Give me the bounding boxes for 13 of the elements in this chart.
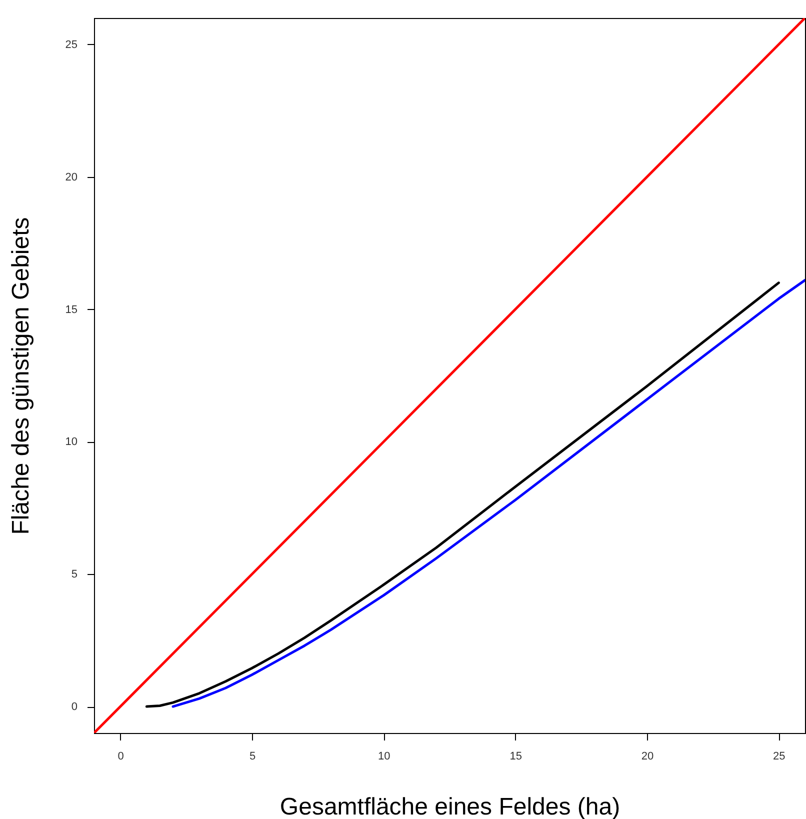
x-tick-label: 10 — [378, 750, 390, 762]
y-tick-label: 5 — [71, 568, 78, 581]
y-tick-label: 0 — [71, 701, 78, 714]
x-tick-label: 15 — [510, 750, 522, 762]
x-tick-label: 20 — [641, 750, 654, 762]
x-tick-label: 25 — [773, 750, 786, 762]
x-tick-label: 0 — [118, 750, 124, 762]
y-axis-title: Fläche des günstigen Gebiets — [7, 217, 34, 535]
x-tick-label: 5 — [249, 750, 256, 762]
y-tick-label: 20 — [65, 171, 78, 184]
y-tick-label: 10 — [65, 436, 78, 448]
y-tick-label: 25 — [65, 38, 78, 51]
y-tick-label: 15 — [65, 304, 78, 316]
